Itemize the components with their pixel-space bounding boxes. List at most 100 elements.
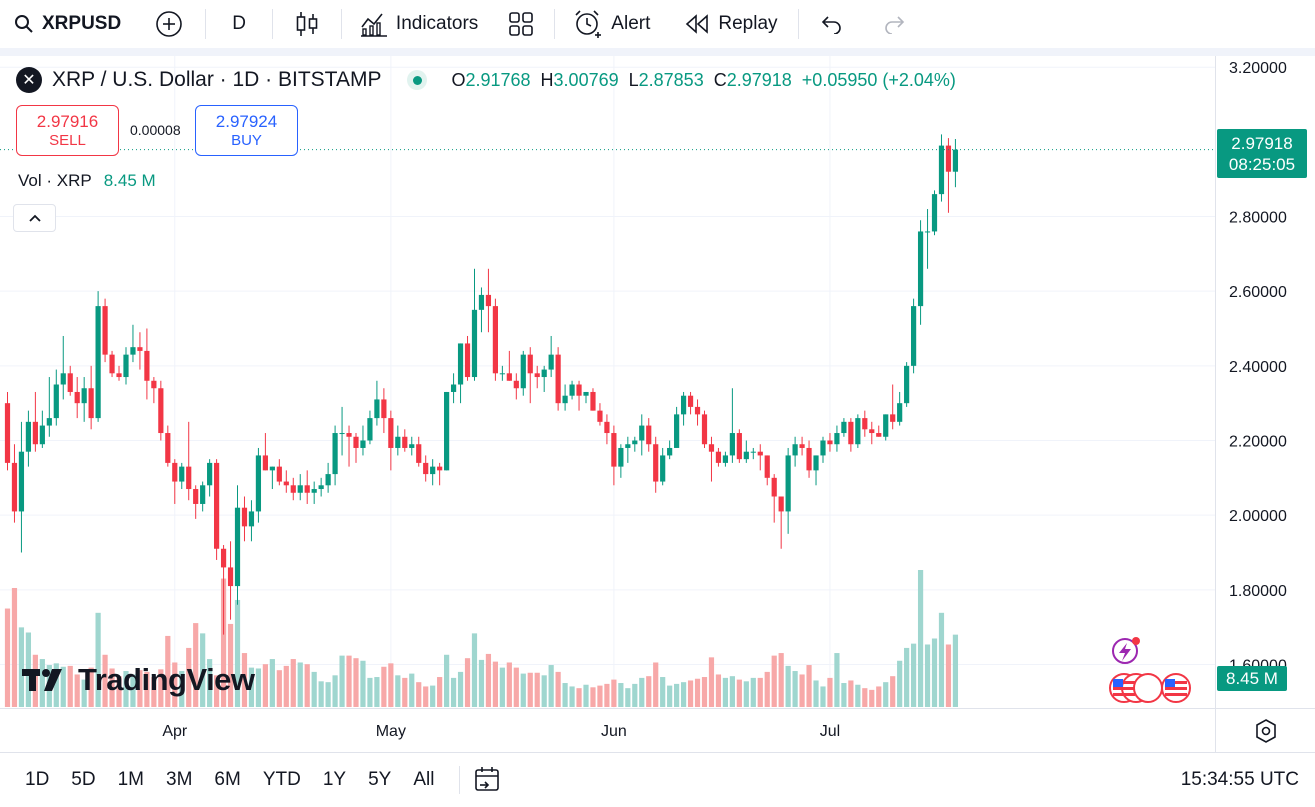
volume-legend[interactable]: Vol · XRP 8.45 M — [18, 171, 156, 191]
plus-circle-icon — [156, 11, 182, 37]
volume-bar — [757, 677, 763, 707]
candle-body — [430, 466, 436, 475]
symbol-search-button[interactable]: XRPUSD — [0, 0, 151, 48]
volume-bar — [67, 665, 73, 707]
volume-bar — [764, 671, 770, 707]
volume-legend-value: 8.45 M — [103, 171, 156, 190]
volume-bar — [74, 674, 80, 707]
candle-body — [88, 388, 94, 419]
volume-bar — [269, 659, 275, 707]
range-3m[interactable]: 3M — [166, 769, 193, 790]
volume-bar — [660, 677, 666, 707]
replay-button[interactable]: Replay — [668, 0, 797, 48]
volume-bar — [207, 659, 213, 707]
candle-body — [862, 418, 868, 430]
sell-price: 2.97916 — [36, 111, 99, 131]
range-1d[interactable]: 1D — [25, 769, 50, 790]
interval-button[interactable]: D — [206, 0, 272, 48]
volume-bar — [304, 664, 310, 707]
candle-body — [207, 462, 213, 486]
layouts-button[interactable] — [496, 0, 554, 48]
redo-button[interactable] — [863, 0, 927, 48]
range-6m[interactable]: 6M — [214, 769, 241, 790]
volume-bar — [144, 671, 150, 707]
indicators-button[interactable]: Indicators — [342, 0, 496, 48]
volume-bar — [722, 677, 729, 707]
toolbar-divider — [271, 9, 273, 39]
open-value: 2.91768 — [465, 69, 531, 90]
volume-bar — [297, 662, 303, 707]
volume-bar — [834, 653, 840, 707]
volume-badge: 8.45 M — [1217, 666, 1287, 691]
buy-price: 2.97924 — [215, 111, 278, 131]
volume-bar — [680, 682, 687, 707]
volume-bar — [806, 665, 812, 707]
x-tick-label: Jul — [820, 723, 840, 740]
tradingview-logo[interactable]: TradingView — [22, 662, 255, 698]
lightning-icon[interactable] — [1112, 637, 1140, 664]
candle-body — [841, 421, 847, 434]
range-all[interactable]: All — [413, 769, 435, 790]
candle-body — [32, 421, 38, 445]
collapse-legend-button[interactable] — [13, 204, 56, 232]
event-markers[interactable] — [1100, 634, 1200, 708]
chevron-up-icon — [28, 214, 41, 222]
y-tick-label: 1.80000 — [1229, 583, 1287, 600]
candle-body — [611, 433, 617, 467]
candle-body — [297, 485, 303, 493]
volume-bar — [325, 682, 331, 707]
volume-bar — [555, 671, 561, 707]
price-chart[interactable]: 3.20000 2.80000 2.60000 2.40000 2.20000 2.000… — [0, 0, 1315, 752]
us-flag-icon[interactable] — [1109, 673, 1163, 703]
candle-body — [485, 294, 492, 307]
candle-body — [381, 399, 387, 419]
candle-body — [4, 403, 11, 463]
range-1y[interactable]: 1Y — [322, 769, 347, 790]
chart-title[interactable]: XRP / U.S. Dollar · 1D · BITSTAMP — [52, 68, 382, 91]
range-5d[interactable]: 5D — [71, 769, 96, 790]
candle-body — [437, 466, 443, 471]
alert-label: Alert — [611, 13, 651, 34]
alert-button[interactable]: Alert — [555, 0, 668, 48]
volume-bar — [527, 672, 533, 707]
y-tick-label: 2.00000 — [1229, 508, 1287, 525]
range-5y[interactable]: 5Y — [368, 769, 392, 790]
y-tick-label: 2.20000 — [1229, 433, 1287, 450]
candle-body — [360, 440, 366, 448]
range-ytd[interactable]: YTD — [262, 769, 301, 790]
calendar-goto-icon[interactable] — [472, 765, 502, 795]
candle-body — [290, 485, 296, 493]
replay-label: Replay — [718, 13, 778, 34]
candle-body — [653, 444, 659, 482]
volume-bar — [520, 673, 526, 707]
sell-button[interactable]: 2.97916 SELL — [16, 105, 119, 156]
volume-bar — [827, 677, 833, 707]
volume-bar — [897, 660, 903, 707]
toolbar-divider — [205, 9, 207, 39]
candle-body — [311, 489, 317, 493]
range-1m[interactable]: 1M — [117, 769, 144, 790]
compare-button[interactable] — [151, 0, 205, 48]
candle-body — [583, 391, 589, 396]
us-flag-icon[interactable] — [1161, 673, 1191, 703]
volume-bar — [945, 644, 952, 707]
candle-body — [318, 485, 324, 490]
volume-bar — [653, 662, 659, 707]
chart-settings-icon[interactable] — [1253, 718, 1279, 744]
bottom-toolbar: 1D 5D 1M 3M 6M YTD 1Y 5Y All 15:34:55 UT… — [0, 752, 1315, 807]
candle-body — [680, 395, 687, 415]
volume-bar — [931, 638, 938, 707]
chart-type-button[interactable] — [273, 0, 341, 48]
redo-icon — [884, 16, 904, 34]
candle-body — [722, 455, 729, 463]
utc-clock[interactable]: 15:34:55 UTC — [1180, 769, 1299, 790]
volume-bar — [409, 673, 415, 707]
volume-bar — [485, 653, 492, 707]
change-value: +0.05950 (+2.04%) — [801, 69, 956, 90]
volume-bar — [18, 627, 25, 707]
volume-bar — [785, 665, 791, 707]
buy-button[interactable]: 2.97924 BUY — [195, 105, 298, 156]
candle-body — [938, 145, 945, 195]
undo-button[interactable] — [799, 0, 863, 48]
volume-bar — [360, 660, 366, 707]
